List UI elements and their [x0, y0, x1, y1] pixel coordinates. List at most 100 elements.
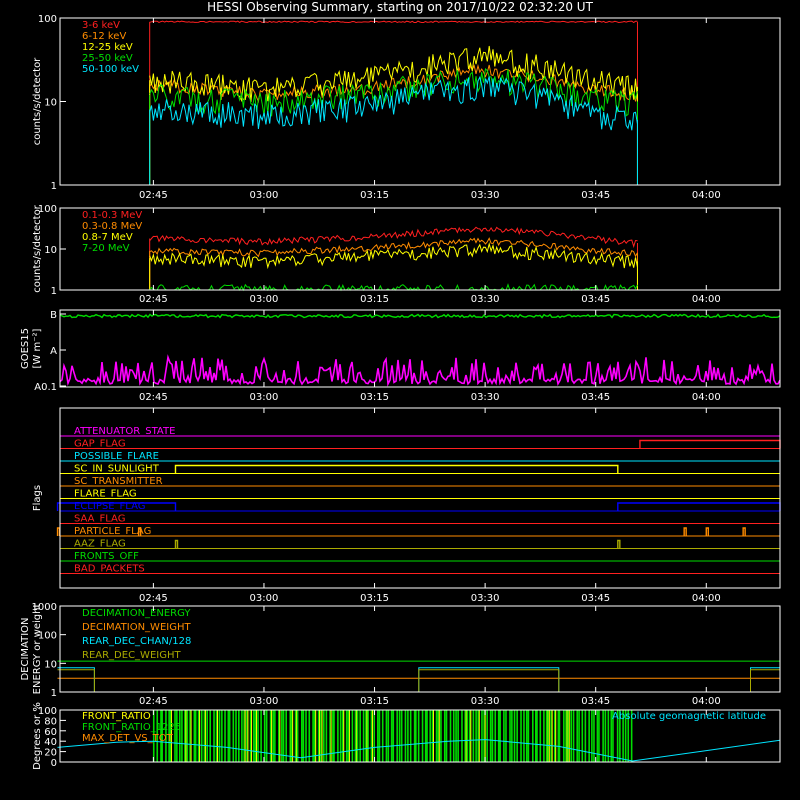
flag-label-4: SC_TRANSMITTER [74, 476, 163, 487]
gamma-xtick-label-2: 03:15 [360, 294, 389, 305]
decimation-frame [59, 605, 781, 693]
decimation-legend-2: REAR_DEC_CHAN/128 [82, 636, 191, 647]
flag-segment-6-0 [56, 502, 177, 511]
gamma-xtick-label-4: 03:45 [581, 294, 610, 305]
goes-xtick-label-0: 02:45 [139, 392, 168, 403]
gamma-series-3 [149, 283, 638, 292]
xray-legend-4: 50-100 keV [82, 64, 139, 75]
xray-ytick-label-0: 1 [51, 181, 57, 192]
flags-ylabel-0: Flags [32, 485, 43, 511]
flag-segment-9-0 [174, 539, 179, 549]
goes-ytick-label-0: A0.1 [34, 382, 57, 393]
decimation-xtick-label-0: 02:45 [139, 696, 168, 707]
goes-ylabel-0: GOES15 [20, 328, 31, 369]
xray-xtick-label-0: 02:45 [139, 190, 168, 201]
flag-label-10: FRONTS_OFF [74, 551, 139, 562]
flag-label-6: ECLIPSE_FLAG [74, 501, 145, 512]
goes-xtick-label-5: 04:00 [692, 392, 721, 403]
goes-series-short [59, 354, 781, 387]
xray-series-4 [149, 75, 638, 131]
flag-label-7: SAA_FLAG [74, 514, 125, 525]
ratio-frame [59, 709, 781, 763]
flags-xtick-label-3: 03:30 [471, 593, 500, 604]
ratio-legend-2: MAX_DET_VS_TOT [82, 733, 174, 744]
flag-segment-8-4 [742, 527, 746, 536]
flag-label-1: GAP_FLAG [74, 439, 126, 450]
decimation-ytick-label-2: 100 [38, 631, 57, 642]
goes-frame [59, 309, 781, 388]
goes-ytick-label-1: A [50, 346, 57, 357]
gamma-ytick-label-1: 10 [44, 245, 57, 256]
decimation-ytick-label-1: 10 [44, 659, 57, 670]
ratio-ytick-label-2: 40 [44, 737, 57, 748]
gamma-xtick-label-5: 04:00 [692, 294, 721, 305]
flag-segment-8-1 [137, 527, 142, 536]
xray-ytick-label-2: 100 [38, 14, 57, 25]
gamma-legend-2: 0.8-7 MeV [82, 232, 133, 243]
flag-label-0: ATTENUATOR_STATE [74, 426, 175, 437]
goes-xtick-label-1: 03:00 [250, 392, 279, 403]
xray-series-2 [149, 45, 638, 103]
xray-ylabel-0: counts/s/detector [32, 57, 43, 145]
flags-xtick-label-2: 03:15 [360, 593, 389, 604]
flag-segment-1-0 [639, 439, 781, 449]
goes-series-long [59, 313, 781, 319]
xray-ytick-label-1: 10 [44, 98, 57, 109]
flags-xtick-label-4: 03:45 [581, 593, 610, 604]
xray-xtick-label-2: 03:15 [360, 190, 389, 201]
xray-series-3 [149, 67, 638, 117]
xray-xtick-label-1: 03:00 [250, 190, 279, 201]
decimation-xtick-label-3: 03:30 [471, 696, 500, 707]
decimation-series-3 [57, 669, 780, 693]
ratio-ytick-label-3: 60 [44, 727, 57, 738]
gamma-xtick-label-1: 03:00 [250, 294, 279, 305]
xray-series-0 [149, 20, 638, 24]
gamma-legend-0: 0.1-0.3 MeV [82, 210, 142, 221]
ratio-ytick-label-0: 0 [51, 758, 57, 769]
ratio-latitude-line [57, 739, 781, 762]
goes-panel: A0.1 A B GOES15 [W m⁻²] 02:45 03:00 03:15 03:30 0… [20, 309, 781, 403]
flag-segment-8-3 [705, 527, 709, 536]
gamma-ytick-label-0: 1 [51, 286, 57, 297]
flags-xtick-label-0: 02:45 [139, 593, 168, 604]
gamma-legend-3: 7-20 MeV [82, 243, 130, 254]
ratio-annotation: Absolute geomagnetic latitude [612, 711, 766, 722]
xray-frame [59, 17, 781, 186]
decimation-xtick-label-4: 03:45 [581, 696, 610, 707]
xray-legend-2: 12-25 keV [82, 42, 133, 53]
flag-label-5: FLARE_FLAG [74, 489, 137, 500]
flag-label-11: BAD_PACKETS [74, 564, 145, 575]
goes-ytick-label-2: B [50, 310, 57, 321]
ratio-legend-1: FRONT_RATIO_1225 [82, 722, 181, 733]
goes-xtick-label-4: 03:45 [581, 392, 610, 403]
ratio-legend-0: FRONT_RATIO [82, 711, 151, 722]
ratio-ylabel-0: Degrees or % [32, 702, 43, 770]
decimation-ytick-label-0: 1 [51, 688, 57, 699]
decimation-ytick-label-3: 1000 [32, 602, 57, 613]
flags-panel: Flags ATTENUATOR_STATE GAP_FLAGPOSSIBLE_FL… [32, 407, 781, 604]
gamma-series-0 [149, 226, 638, 249]
decimation-legend-1: DECIMATION_WEIGHT [82, 622, 191, 633]
gamma-series-1 [149, 237, 638, 258]
gamma-ylabel-0: counts/s/detector [32, 204, 43, 292]
xray-xtick-label-5: 04:00 [692, 190, 721, 201]
xray-xtick-label-3: 03:30 [471, 190, 500, 201]
decimation-xtick-label-5: 04:00 [692, 696, 721, 707]
gamma-frame [59, 207, 781, 291]
decimation-xtick-label-1: 03:00 [250, 696, 279, 707]
flag-segment-9-1 [617, 539, 621, 549]
decimation-ylabel-0: DECIMATION [20, 617, 31, 680]
xray-legend-3: 25-50 keV [82, 53, 133, 64]
flag-segment-6-1 [617, 502, 781, 511]
decimation-legend-0: DECIMATION_ENERGY [82, 608, 191, 619]
flag-label-3: SC_IN_SUNLIGHT [74, 464, 160, 475]
goes-xtick-label-3: 03:30 [471, 392, 500, 403]
xray-legend-0: 3-6 keV [82, 20, 120, 31]
decimation-ylabel-1: ENERGY or weight [32, 604, 43, 695]
